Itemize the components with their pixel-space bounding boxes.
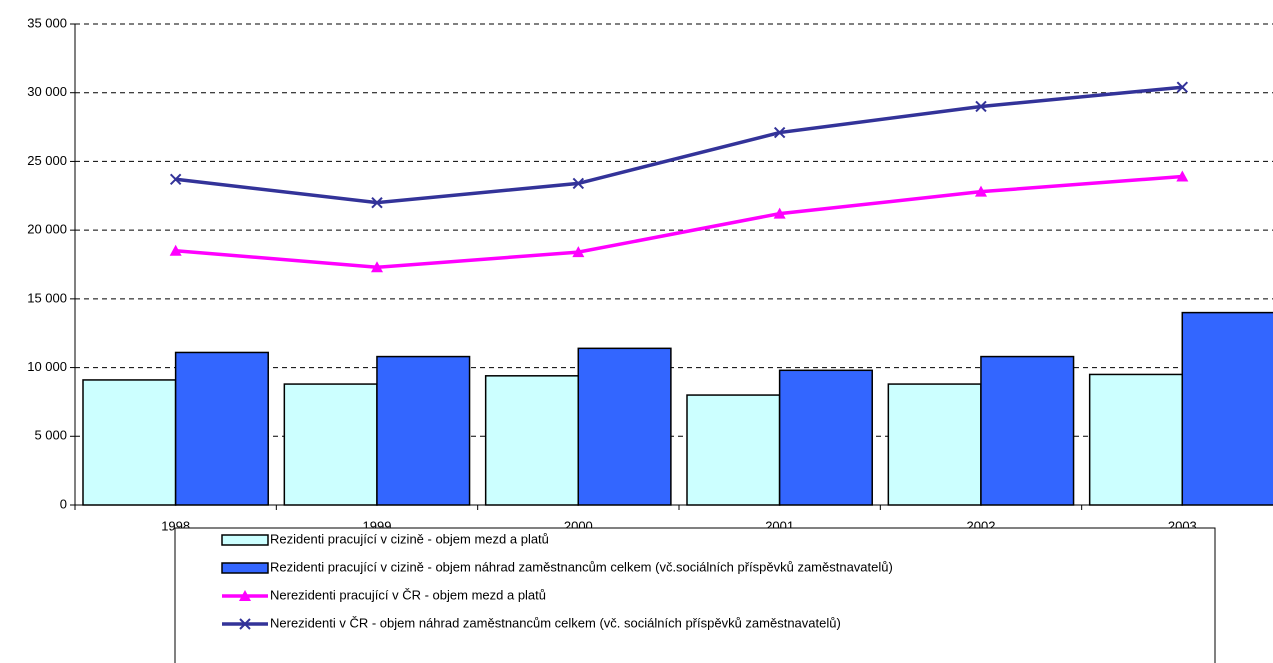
marker — [371, 196, 383, 209]
marker — [572, 177, 585, 190]
bar — [82, 379, 177, 506]
legend — [174, 527, 1216, 663]
marker — [169, 173, 182, 186]
marker — [975, 185, 987, 197]
bar — [887, 383, 982, 506]
line — [175, 174, 1183, 270]
bar — [980, 355, 1075, 506]
marker — [975, 100, 987, 113]
marker — [239, 590, 251, 601]
marker — [773, 126, 786, 139]
marker — [371, 261, 383, 273]
bar — [174, 351, 269, 506]
marker — [1176, 81, 1189, 93]
legend-label: Nerezidenti v ČR - objem náhrad zaměstna… — [270, 615, 841, 630]
marker — [572, 246, 585, 258]
legend-swatch — [221, 534, 269, 546]
line — [175, 85, 1183, 205]
legend-label: Rezidenti pracující v cizině - objem náh… — [270, 559, 893, 574]
bar — [577, 347, 672, 506]
bar — [484, 375, 580, 506]
y-tick-label: 30 000 — [27, 84, 67, 99]
y-tick-label: 15 000 — [27, 290, 67, 305]
legend-label: Nerezidenti pracující v ČR - objem mezd … — [270, 587, 546, 602]
marker — [169, 244, 182, 256]
y-tick-label: 5 000 — [34, 428, 67, 443]
bar — [1181, 311, 1273, 506]
y-tick-label: 35 000 — [27, 15, 67, 30]
y-tick-label: 10 000 — [27, 359, 67, 374]
y-tick-label: 0 — [60, 496, 67, 511]
marker — [773, 207, 786, 219]
bar — [686, 394, 781, 506]
y-tick-label: 25 000 — [27, 153, 67, 168]
marker — [239, 618, 251, 630]
legend-label: Rezidenti pracující v cizině - objem mez… — [270, 531, 549, 546]
bar — [376, 355, 471, 506]
legend-swatch — [221, 562, 269, 574]
y-tick-label: 20 000 — [27, 222, 67, 237]
bar — [778, 369, 873, 506]
bar — [1088, 373, 1184, 506]
marker — [1176, 170, 1189, 182]
bar — [283, 383, 378, 506]
